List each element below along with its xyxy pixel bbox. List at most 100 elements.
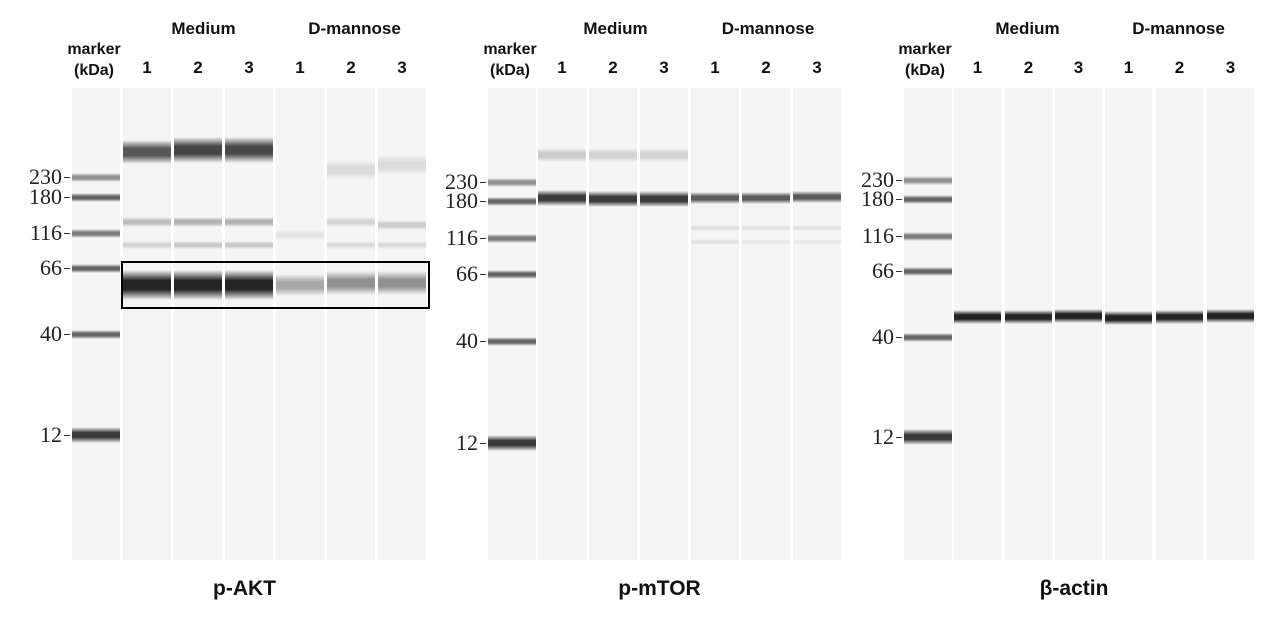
marker-band bbox=[904, 194, 952, 204]
protein-band bbox=[225, 270, 273, 300]
protein-band bbox=[174, 241, 222, 249]
mw-tick-label: 12 bbox=[872, 424, 894, 449]
sample-lane bbox=[1105, 88, 1152, 560]
marker-header-line: marker bbox=[483, 41, 537, 58]
protein-band bbox=[793, 239, 841, 245]
lane-number: 3 bbox=[1073, 58, 1084, 77]
marker-band bbox=[72, 427, 120, 443]
group-label: D-mannose bbox=[721, 19, 815, 38]
protein-band bbox=[538, 190, 586, 206]
mw-tick-label: 66 bbox=[872, 258, 894, 283]
mw-tick-mark bbox=[480, 182, 486, 183]
mw-tick-label: 40 bbox=[40, 321, 62, 346]
protein-band bbox=[589, 148, 637, 162]
mw-tick-mark bbox=[64, 233, 70, 234]
mw-tick-label: 116 bbox=[29, 220, 62, 245]
mw-tick-label: 116 bbox=[445, 225, 478, 250]
sample-lane bbox=[1156, 88, 1203, 560]
protein-band bbox=[225, 137, 273, 163]
marker-lane bbox=[904, 88, 952, 560]
mw-tick-label: 230 bbox=[861, 167, 894, 192]
protein-band bbox=[742, 239, 790, 245]
lane-number: 3 bbox=[812, 58, 822, 77]
protein-band bbox=[1156, 310, 1203, 324]
mw-tick-label: 180 bbox=[445, 188, 478, 213]
marker-band bbox=[488, 336, 536, 346]
protein-band bbox=[691, 192, 739, 204]
protein-band bbox=[1055, 309, 1102, 323]
protein-band bbox=[742, 225, 790, 231]
group-label: D-mannose bbox=[1132, 19, 1225, 38]
mw-tick-label: 180 bbox=[861, 186, 894, 211]
protein-band bbox=[174, 137, 222, 163]
marker-band bbox=[72, 172, 120, 182]
mw-tick-mark bbox=[480, 341, 486, 342]
protein-band bbox=[327, 160, 375, 180]
marker-band bbox=[904, 175, 952, 185]
mw-tick-label: 12 bbox=[40, 422, 62, 447]
protein-band bbox=[793, 225, 841, 231]
mw-tick-mark bbox=[480, 443, 486, 444]
protein-band bbox=[1207, 309, 1254, 323]
marker-header: marker (kDa) bbox=[54, 39, 134, 81]
mw-tick-label: 230 bbox=[445, 169, 478, 194]
sample-lane bbox=[691, 88, 739, 560]
mw-tick-mark bbox=[896, 437, 902, 438]
sample-lane bbox=[793, 88, 841, 560]
protein-band bbox=[640, 191, 688, 207]
lane-number: 1 bbox=[295, 58, 305, 77]
lane-number: 1 bbox=[710, 58, 720, 77]
marker-header-line: marker bbox=[898, 41, 952, 58]
marker-band bbox=[904, 332, 952, 342]
protein-band bbox=[640, 148, 688, 162]
group-label: Medium bbox=[171, 19, 236, 38]
protein-band bbox=[174, 217, 222, 227]
marker-band bbox=[904, 429, 952, 445]
marker-band bbox=[488, 435, 536, 451]
mw-tick-mark bbox=[64, 435, 70, 436]
sample-lane bbox=[1207, 88, 1254, 560]
marker-header-line: (kDa) bbox=[73, 62, 114, 79]
lane-number: 2 bbox=[1174, 58, 1185, 77]
lane-number: 2 bbox=[761, 58, 771, 77]
lane-number: 3 bbox=[659, 58, 669, 77]
sample-lane bbox=[589, 88, 637, 560]
marker-header-line: (kDa) bbox=[489, 62, 530, 79]
mw-tick-mark bbox=[480, 238, 486, 239]
sample-lane bbox=[225, 88, 273, 560]
sample-lane bbox=[742, 88, 790, 560]
protein-band bbox=[327, 271, 375, 295]
lane-number: 1 bbox=[557, 58, 567, 77]
protein-band bbox=[793, 191, 841, 203]
protein-band bbox=[1005, 310, 1052, 324]
protein-band bbox=[378, 220, 426, 230]
marker-band bbox=[904, 266, 952, 276]
marker-header: marker (kDa) bbox=[885, 39, 965, 81]
sample-lane bbox=[954, 88, 1001, 560]
marker-band bbox=[488, 177, 536, 187]
mw-tick-label: 116 bbox=[861, 223, 894, 248]
protein-band bbox=[378, 155, 426, 175]
mw-tick-label: 180 bbox=[29, 184, 62, 209]
mw-tick-label: 66 bbox=[40, 255, 62, 280]
protein-band bbox=[1105, 311, 1152, 325]
mw-tick-mark bbox=[896, 271, 902, 272]
mw-tick-mark bbox=[64, 197, 70, 198]
marker-band bbox=[72, 192, 120, 202]
sample-lane bbox=[1005, 88, 1052, 560]
mw-tick-label: 230 bbox=[29, 164, 62, 189]
sample-lane bbox=[123, 88, 171, 560]
protein-band bbox=[691, 225, 739, 231]
mw-tick-mark bbox=[480, 201, 486, 202]
marker-band bbox=[488, 196, 536, 206]
panel-title: p-AKT bbox=[213, 577, 276, 600]
mw-tick-mark bbox=[896, 180, 902, 181]
protein-band bbox=[225, 241, 273, 249]
mw-tick-label: 66 bbox=[456, 261, 478, 286]
lane-number: 1 bbox=[972, 58, 983, 77]
lane-number: 2 bbox=[1023, 58, 1034, 77]
